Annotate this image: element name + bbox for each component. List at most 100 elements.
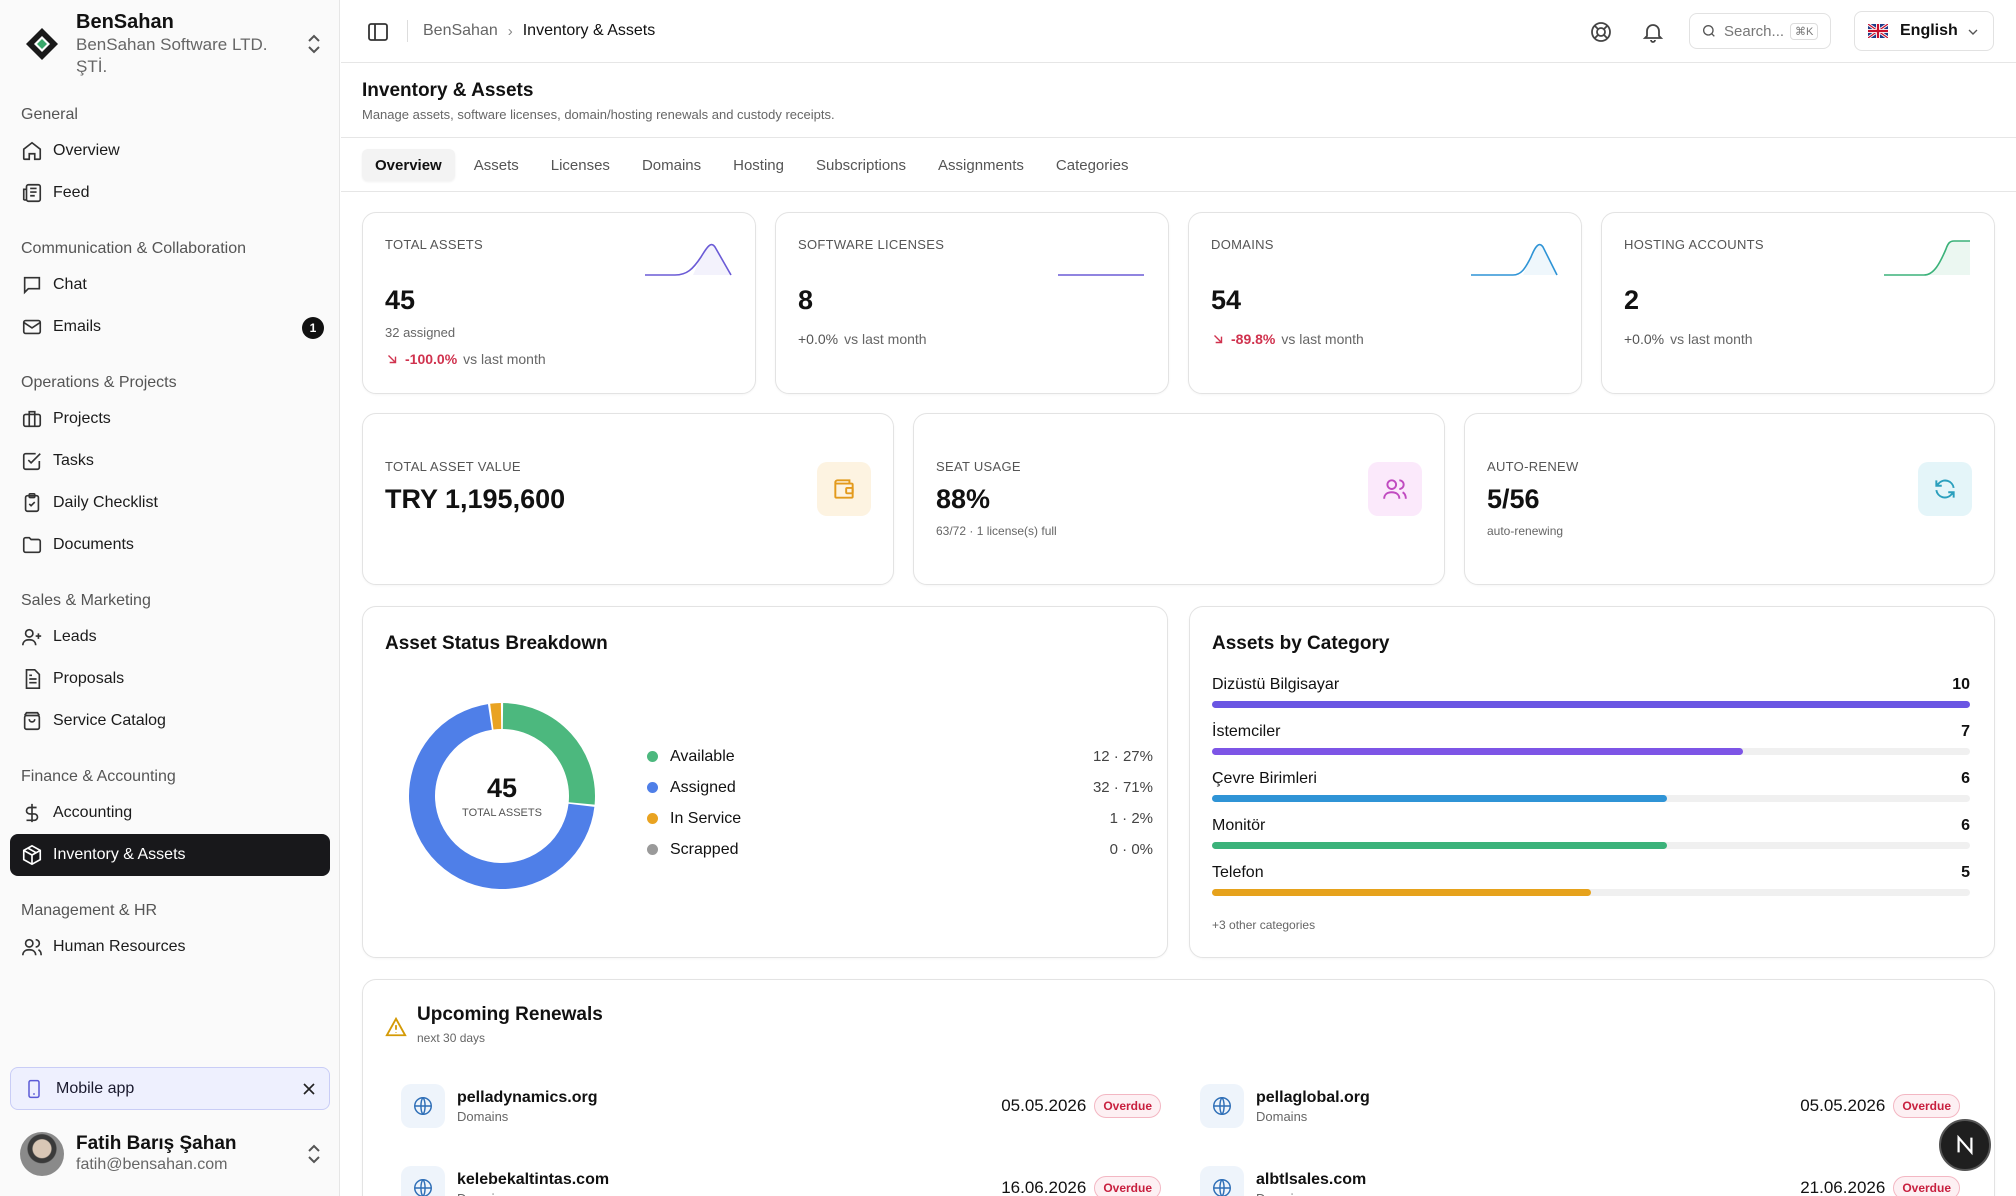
sparkline: [1884, 240, 1970, 276]
category-name: Çevre Birimleri: [1212, 770, 1317, 787]
summary-card-auto-renew[interactable]: AUTO-RENEW 5/56 auto-renewing: [1464, 413, 1995, 585]
sidebar: BenSahan BenSahan Software LTD. ŞTİ. Gen…: [0, 0, 340, 1196]
stat-value: 8: [798, 285, 814, 315]
category-bar-track: [1212, 795, 1970, 802]
tab-assets[interactable]: Assets: [473, 156, 519, 174]
sidebar-item-chat[interactable]: Chat: [10, 264, 330, 306]
sidebar-item-human-resources[interactable]: Human Resources: [10, 926, 330, 968]
bell-icon[interactable]: [1641, 20, 1665, 44]
folder-icon: [22, 536, 42, 554]
card-title: Asset Status Breakdown: [385, 633, 608, 654]
sidebar-toggle-icon[interactable]: [366, 20, 390, 44]
tab-hosting[interactable]: Hosting: [733, 156, 784, 174]
globe-icon: [414, 1097, 432, 1115]
wallet-tile: [817, 462, 871, 516]
legend-value: 1 · 2%: [1109, 810, 1153, 827]
tab-subscriptions[interactable]: Subscriptions: [815, 156, 907, 174]
donut-slice-available: [502, 703, 595, 805]
status-donut-chart: [409, 703, 595, 889]
help-buoy-icon[interactable]: [1589, 20, 1613, 44]
user-email: fatih@bensahan.com: [76, 1156, 228, 1173]
category-name: Monitör: [1212, 817, 1266, 834]
tab-categories[interactable]: Categories: [1055, 156, 1129, 174]
legend-item: Scrapped 0 · 0%: [647, 834, 1153, 865]
sidebar-nav: General Overview Feed Communication & Co…: [0, 100, 340, 968]
renewal-item[interactable]: pelladynamics.org Domains 05.05.2026 Over…: [401, 1082, 1161, 1130]
breadcrumb-root[interactable]: BenSahan: [423, 22, 498, 39]
category-bar-fill: [1212, 701, 1970, 708]
stat-card-domains[interactable]: DOMAINS 54 -89.8% vs last month: [1188, 212, 1582, 394]
summary-sub: 63/72 · 1 license(s) full: [936, 524, 1057, 538]
more-categories-link[interactable]: +3 other categories: [1212, 918, 1316, 932]
clipboard-check-icon: [24, 493, 40, 513]
brand-company: BenSahan Software LTD. ŞTİ.: [76, 35, 268, 76]
search-input[interactable]: Search... ⌘K: [1689, 13, 1831, 49]
legend-item: In Service 1 · 2%: [647, 803, 1153, 834]
stat-value: 2: [1624, 285, 1640, 315]
sidebar-item-inventory[interactable]: Inventory & Assets: [10, 834, 330, 876]
stat-change: +0.0%: [798, 331, 839, 347]
tab-domains[interactable]: Domains: [641, 156, 702, 174]
sidebar-item-label: Accounting: [53, 804, 133, 821]
stat-card-hosting-accounts[interactable]: HOSTING ACCOUNTS 2 +0.0% vs last month: [1601, 212, 1995, 394]
category-list: Dizüstü Bilgisayar 10 İstemciler 7 Çevre B…: [1212, 675, 1970, 910]
floating-assistant-button[interactable]: [1939, 1119, 1991, 1171]
sidebar-item-proposals[interactable]: Proposals: [10, 658, 330, 700]
sidebar-item-accounting[interactable]: Accounting: [10, 792, 330, 834]
renewal-item[interactable]: albtlsales.com Domains 21.06.2026 Overdue: [1200, 1164, 1960, 1196]
tab-assignments[interactable]: Assignments: [938, 156, 1024, 174]
workspace-switcher[interactable]: BenSahan BenSahan Software LTD. ŞTİ.: [20, 11, 326, 76]
upcoming-renewals-card: Upcoming Renewals next 30 days pelladyna…: [362, 979, 1995, 1196]
sidebar-item-feed[interactable]: Feed: [10, 172, 330, 214]
divider: [407, 20, 408, 42]
stat-trend: +0.0% vs last month: [1624, 331, 1753, 347]
language-label: English: [1900, 22, 1958, 39]
sidebar-item-daily-checklist[interactable]: Daily Checklist: [10, 482, 330, 524]
sidebar-item-projects[interactable]: Projects: [10, 398, 330, 440]
nav-group-communication: Communication & Collaboration: [21, 240, 246, 257]
page-title: Inventory & Assets: [362, 80, 534, 101]
tab-licenses[interactable]: Licenses: [550, 156, 610, 174]
sidebar-item-emails[interactable]: Emails 1: [10, 306, 330, 348]
chevrons-up-down-icon: [308, 1144, 320, 1164]
sidebar-item-service-catalog[interactable]: Service Catalog: [10, 700, 330, 742]
stat-change: -89.8%: [1231, 331, 1276, 347]
category-count: 6: [1961, 817, 1970, 834]
mobile-app-banner[interactable]: Mobile app: [10, 1067, 330, 1110]
sidebar-item-tasks[interactable]: Tasks: [10, 440, 330, 482]
language-select[interactable]: English: [1854, 11, 1994, 51]
summary-card-seat-usage[interactable]: SEAT USAGE 88% 63/72 · 1 license(s) full: [913, 413, 1445, 585]
globe-tile: [1200, 1166, 1244, 1196]
newspaper-icon: [22, 183, 42, 203]
tab-overview[interactable]: Overview: [362, 149, 455, 181]
renewal-item[interactable]: kelebekaltintas.com Domains 16.06.2026 Ov…: [401, 1164, 1161, 1196]
category-row: İstemciler 7: [1212, 722, 1970, 769]
globe-tile: [401, 1084, 445, 1128]
assets-by-category-card: Assets by Category Dizüstü Bilgisayar 10 …: [1189, 606, 1995, 958]
breadcrumb: BenSahan › Inventory & Assets: [423, 20, 655, 42]
summary-card-total-value[interactable]: TOTAL ASSET VALUE TRY 1,195,600: [362, 413, 894, 585]
stat-card-total-assets[interactable]: TOTAL ASSETS 45 32 assigned -100.0% vs l…: [362, 212, 756, 394]
category-row: Dizüstü Bilgisayar 10: [1212, 675, 1970, 722]
category-row: Çevre Birimleri 6: [1212, 769, 1970, 816]
user-menu[interactable]: Fatih Barış Şahan fatih@bensahan.com: [20, 1128, 326, 1180]
stat-card-software-licenses[interactable]: SOFTWARE LICENSES 8 +0.0% vs last month: [775, 212, 1169, 394]
stat-trend: -100.0% vs last month: [385, 351, 546, 367]
renewal-item[interactable]: pellaglobal.org Domains 05.05.2026 Overdu…: [1200, 1082, 1960, 1130]
renewal-date: 16.06.2026: [1001, 1178, 1087, 1196]
sidebar-item-leads[interactable]: Leads: [10, 616, 330, 658]
category-bar-track: [1212, 889, 1970, 896]
globe-tile: [401, 1166, 445, 1196]
nav-group-general: General: [21, 106, 78, 123]
chevron-down-icon: [1968, 29, 1978, 35]
sparkline: [1058, 274, 1144, 276]
renewals-header: Upcoming Renewals next 30 days: [385, 1004, 603, 1045]
globe-icon: [414, 1179, 432, 1196]
users-icon: [22, 938, 42, 956]
close-icon[interactable]: [299, 1079, 319, 1099]
sidebar-item-overview[interactable]: Overview: [10, 130, 330, 172]
stat-trend: -89.8% vs last month: [1211, 331, 1364, 347]
sidebar-item-documents[interactable]: Documents: [10, 524, 330, 566]
home-icon: [22, 141, 42, 161]
category-row: Monitör 6: [1212, 816, 1970, 863]
